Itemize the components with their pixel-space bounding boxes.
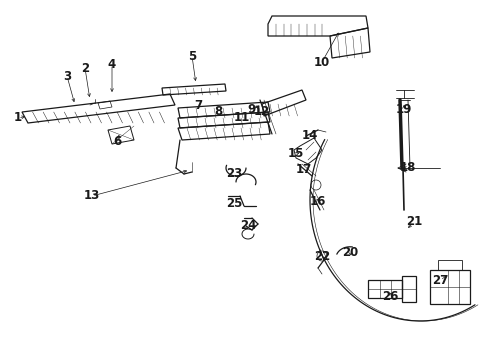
Text: 8: 8 xyxy=(213,105,222,118)
Text: 23: 23 xyxy=(225,167,242,180)
Text: 16: 16 xyxy=(309,195,325,208)
Text: 3: 3 xyxy=(63,69,71,82)
Text: 15: 15 xyxy=(287,148,304,161)
Text: 11: 11 xyxy=(233,112,250,125)
Text: 4: 4 xyxy=(108,58,116,71)
Text: 20: 20 xyxy=(341,246,357,258)
Text: 22: 22 xyxy=(313,249,329,262)
Text: 2: 2 xyxy=(81,62,89,75)
Text: 13: 13 xyxy=(84,189,100,202)
Text: 24: 24 xyxy=(239,220,256,233)
Text: 6: 6 xyxy=(113,135,121,148)
Text: 10: 10 xyxy=(313,55,329,68)
Text: 12: 12 xyxy=(253,105,269,118)
Text: 21: 21 xyxy=(405,216,421,229)
Text: 7: 7 xyxy=(194,99,202,112)
Text: 18: 18 xyxy=(399,162,415,175)
Text: 9: 9 xyxy=(247,104,256,117)
Text: 14: 14 xyxy=(301,130,318,143)
Text: 19: 19 xyxy=(395,104,411,117)
Text: 5: 5 xyxy=(187,49,196,63)
Text: 17: 17 xyxy=(295,163,311,176)
Text: 1: 1 xyxy=(14,112,22,125)
Text: 26: 26 xyxy=(381,289,397,302)
Text: 27: 27 xyxy=(431,274,447,287)
Text: 25: 25 xyxy=(225,198,242,211)
